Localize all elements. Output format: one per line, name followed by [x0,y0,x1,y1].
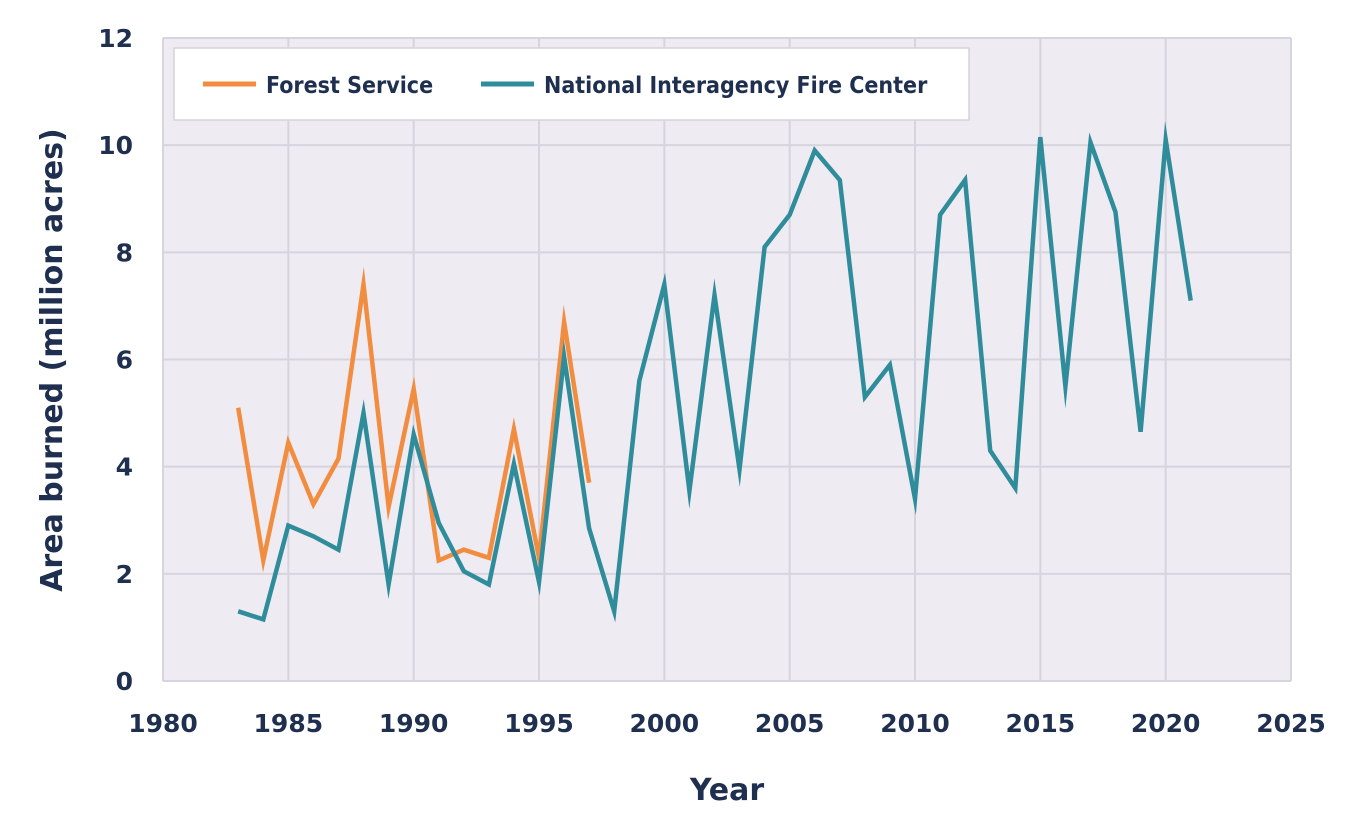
x-tick-label: 2025 [1256,709,1326,738]
x-tick-label: 2020 [1131,709,1201,738]
y-axis-title: Area burned (million acres) [35,128,70,592]
x-tick-label: 1985 [254,709,324,738]
legend-box [173,47,970,121]
y-tick-label: 12 [98,24,133,53]
y-axis-ticks: 0 2 4 6 8 10 12 [98,24,133,696]
x-tick-label: 1995 [504,709,574,738]
x-axis-ticks: 1980 1985 1990 1995 2000 2005 2010 2015 2020 2025 [128,709,1326,738]
series-line-forest-service [235,266,592,573]
legend-label-nifc: National Interagency Fire Center [544,73,928,99]
x-tick-label: 2015 [1006,709,1076,738]
x-axis-title: Year [689,773,765,808]
y-tick-label: 8 [116,238,133,267]
series-line-nifc [237,121,1193,623]
x-tick-label: 2005 [755,709,825,738]
y-tick-label: 4 [116,453,133,482]
series-lines [235,121,1193,623]
x-tick-label: 1980 [128,709,198,738]
y-tick-label: 0 [116,667,133,696]
legend: Forest Service National Interagency Fire… [173,47,970,121]
x-tick-label: 1990 [379,709,449,738]
y-tick-label: 6 [116,346,133,375]
x-tick-label: 2000 [630,709,700,738]
legend-label-forest-service: Forest Service [266,73,433,99]
x-tick-label: 2010 [880,709,950,738]
y-tick-label: 10 [98,131,133,160]
y-tick-label: 2 [116,560,133,589]
